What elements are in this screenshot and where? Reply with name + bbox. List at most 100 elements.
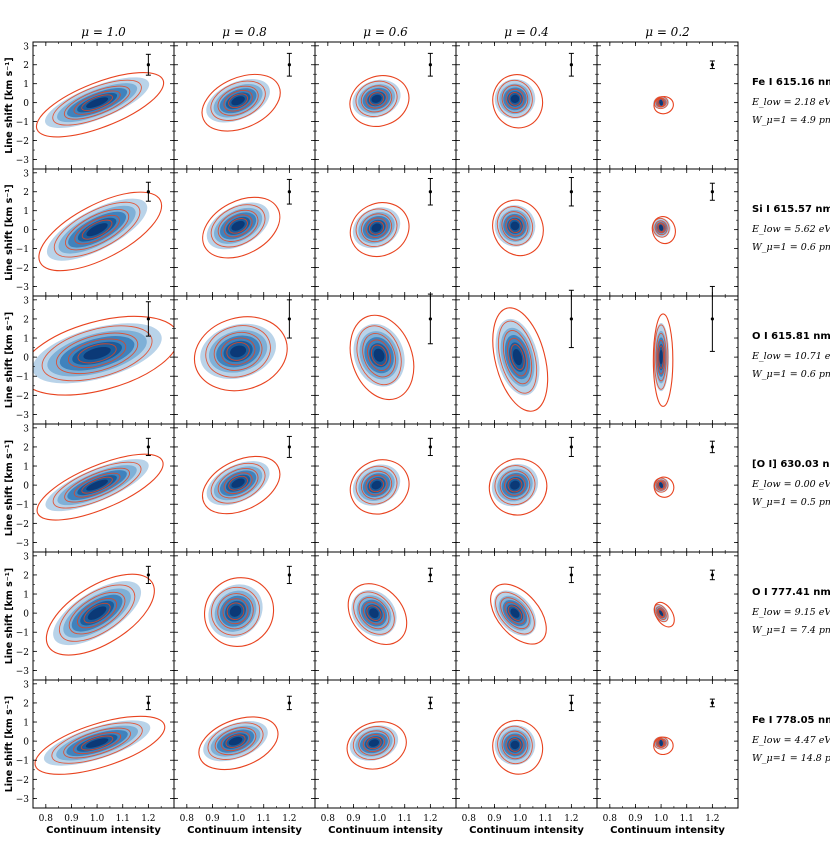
density-fill bbox=[231, 478, 245, 488]
x-tick-label: 1.1 bbox=[116, 814, 130, 824]
x-tick-label: 1.0 bbox=[90, 814, 105, 824]
error-bar bbox=[145, 181, 151, 202]
equivalent-width: W_μ=1 = 0.5 pm bbox=[752, 497, 830, 508]
model-contour bbox=[207, 722, 264, 760]
line-label: O I 615.81 nm E_low = 10.71 eV W_μ=1 = 0.6… bbox=[752, 330, 830, 382]
model-contour bbox=[355, 465, 398, 505]
model-contour bbox=[499, 470, 531, 501]
model-contour bbox=[228, 475, 248, 491]
model-contour bbox=[38, 191, 163, 272]
y-tick-label: 1 bbox=[23, 335, 29, 345]
y-tick-label: 0 bbox=[23, 738, 29, 748]
error-bar bbox=[286, 299, 292, 339]
model-contour bbox=[488, 458, 548, 516]
y-tick-label: 0 bbox=[23, 99, 29, 109]
model-contour bbox=[346, 721, 407, 770]
model-contour bbox=[368, 478, 385, 493]
model-contour bbox=[349, 459, 410, 515]
error-bar bbox=[145, 301, 151, 337]
y-tick-label: 2 bbox=[23, 443, 29, 453]
model-contour bbox=[205, 325, 271, 378]
y-tick-label: 3 bbox=[23, 169, 29, 179]
panel-contours bbox=[349, 202, 410, 258]
error-bar bbox=[709, 182, 715, 201]
panel-frame bbox=[596, 679, 739, 809]
model-contour bbox=[355, 208, 398, 247]
y-tick-label: −2 bbox=[16, 137, 29, 147]
line-name: O I 615.81 nm bbox=[752, 331, 830, 342]
x-axis-label: Continuum intensity bbox=[610, 825, 725, 836]
model-contour bbox=[214, 727, 257, 756]
model-contour bbox=[356, 325, 402, 386]
panel-contours bbox=[34, 715, 166, 775]
x-tick-label: 0.8 bbox=[462, 814, 477, 824]
y-tick-label: −2 bbox=[16, 648, 29, 658]
y-axis-label: Line shift [km s⁻¹] bbox=[4, 57, 15, 154]
model-contour bbox=[365, 217, 388, 239]
error-bar bbox=[568, 566, 574, 584]
x-tick-label: 0.8 bbox=[603, 814, 618, 824]
model-contour bbox=[490, 583, 547, 645]
y-axis-label: Line shift [km s⁻¹] bbox=[4, 312, 15, 409]
model-contour bbox=[73, 732, 122, 755]
y-tick-label: 0 bbox=[23, 226, 29, 236]
model-contour bbox=[658, 98, 664, 108]
x-tick-label: 0.9 bbox=[346, 814, 361, 824]
model-contour bbox=[366, 605, 382, 621]
model-contour bbox=[352, 726, 396, 760]
model-contour bbox=[355, 80, 398, 118]
x-tick-label: 0.8 bbox=[39, 814, 54, 824]
panel-contours bbox=[653, 601, 675, 628]
y-tick-label: −1 bbox=[16, 501, 29, 511]
x-tick-label: 1.2 bbox=[423, 814, 437, 824]
model-contour bbox=[362, 333, 396, 378]
model-contour bbox=[362, 733, 386, 753]
model-contour bbox=[73, 472, 121, 498]
model-contour bbox=[51, 722, 143, 764]
y-tick-label: 1 bbox=[23, 463, 29, 473]
error-bar bbox=[286, 695, 292, 711]
panel-contours bbox=[202, 455, 281, 515]
model-contour bbox=[226, 602, 245, 621]
equivalent-width: W_μ=1 = 0.6 pm bbox=[752, 369, 830, 380]
panel-contours bbox=[346, 721, 407, 770]
panel-contours bbox=[349, 314, 415, 401]
panel-contours bbox=[488, 458, 548, 516]
column-title: μ = 0.8 bbox=[222, 25, 267, 39]
equivalent-width: W_μ=1 = 0.6 pm bbox=[752, 242, 830, 253]
model-contour bbox=[34, 715, 166, 775]
error-bar bbox=[145, 53, 151, 76]
model-contour bbox=[494, 465, 536, 506]
panel-contours bbox=[198, 716, 279, 771]
x-tick-label: 1.1 bbox=[257, 814, 271, 824]
model-contour bbox=[64, 467, 130, 503]
model-contour bbox=[59, 584, 136, 642]
model-contour bbox=[360, 470, 393, 500]
model-contour bbox=[365, 474, 388, 496]
density-fill bbox=[86, 479, 109, 491]
x-tick-label: 1.2 bbox=[705, 814, 719, 824]
error-bar bbox=[145, 565, 151, 585]
error-bar bbox=[709, 569, 715, 581]
lower-energy: E_low = 10.71 eV bbox=[752, 351, 830, 362]
y-tick-label: 0 bbox=[23, 354, 29, 364]
y-tick-label: 0 bbox=[23, 610, 29, 620]
y-tick-label: 3 bbox=[23, 296, 29, 306]
error-bar bbox=[709, 440, 715, 454]
model-contour bbox=[217, 209, 259, 242]
panel-contours bbox=[652, 313, 674, 407]
model-contour bbox=[52, 461, 142, 509]
model-contour bbox=[657, 609, 665, 618]
line-name: Fe I 615.16 nm bbox=[752, 77, 830, 88]
model-contour bbox=[501, 730, 529, 760]
model-contour bbox=[656, 222, 666, 234]
y-tick-label: 2 bbox=[23, 188, 29, 198]
line-label: Si I 615.57 nm E_low = 5.62 eV W_μ=1 = 0.6… bbox=[752, 203, 830, 255]
density-fill bbox=[230, 345, 247, 358]
x-tick-label: 1.0 bbox=[372, 814, 387, 824]
error-bar bbox=[427, 696, 433, 710]
model-contour bbox=[193, 316, 288, 392]
model-contour bbox=[220, 731, 251, 752]
density-fill bbox=[512, 349, 523, 366]
density-fill bbox=[371, 480, 382, 490]
